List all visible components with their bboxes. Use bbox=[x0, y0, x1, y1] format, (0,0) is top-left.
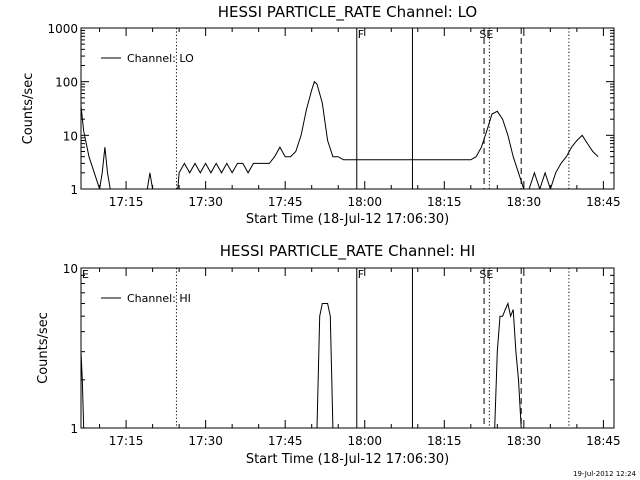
legend-label: Channel: HI bbox=[127, 292, 191, 305]
x-tick-label: 18:15 bbox=[427, 434, 462, 448]
x-tick-label: 17:45 bbox=[268, 434, 303, 448]
x-tick-label: 18:45 bbox=[586, 434, 621, 448]
y-tick-label: 10 bbox=[63, 129, 78, 143]
x-tick-label: 17:15 bbox=[109, 434, 144, 448]
y-tick-label: 1000 bbox=[47, 22, 78, 36]
y-tick-label: 10 bbox=[63, 262, 78, 276]
y-tick-label: 1 bbox=[70, 422, 78, 436]
series-line bbox=[81, 301, 522, 428]
chart-title: HESSI PARTICLE_RATE Channel: LO bbox=[218, 3, 477, 22]
x-tick-label: 17:45 bbox=[268, 195, 303, 209]
y-axis-label: Counts/sec bbox=[21, 73, 36, 145]
x-tick-label: 18:30 bbox=[507, 434, 542, 448]
x-tick-label: 18:00 bbox=[347, 195, 382, 209]
y-tick-label: 100 bbox=[55, 76, 78, 90]
series-line bbox=[81, 80, 599, 189]
y-axis-label: Counts/sec bbox=[36, 312, 51, 384]
event-marker-label: F bbox=[358, 268, 364, 281]
chart-title: HESSI PARTICLE_RATE Channel: HI bbox=[220, 242, 476, 261]
x-tick-label: 18:15 bbox=[427, 195, 462, 209]
y-tick-label: 1 bbox=[70, 183, 78, 197]
x-axis-label: Start Time (18-Jul-12 17:06:30) bbox=[246, 452, 449, 467]
x-tick-label: 18:00 bbox=[347, 434, 382, 448]
chart-panel-1: HESSI PARTICLE_RATE Channel: LO 1 10 100 100… bbox=[21, 3, 621, 227]
chart-panel-2: HESSI PARTICLE_RATE Channel: HI 1 10 17:15 1… bbox=[36, 242, 621, 467]
event-marker-label: SE bbox=[479, 28, 493, 41]
event-marker-label: E bbox=[82, 268, 89, 281]
event-marker-label: SE bbox=[479, 268, 493, 281]
x-tick-label: 17:30 bbox=[188, 195, 223, 209]
event-marker-label: F bbox=[358, 28, 364, 41]
x-tick-label: 17:15 bbox=[109, 195, 144, 209]
x-tick-label: 18:45 bbox=[586, 195, 621, 209]
x-tick-label: 17:30 bbox=[188, 434, 223, 448]
x-tick-label: 18:30 bbox=[507, 195, 542, 209]
generation-timestamp: 19-Jul-2012 12:24 bbox=[573, 470, 637, 478]
x-axis-label: Start Time (18-Jul-12 17:06:30) bbox=[246, 212, 449, 227]
legend-label: Channel: LO bbox=[127, 52, 194, 65]
